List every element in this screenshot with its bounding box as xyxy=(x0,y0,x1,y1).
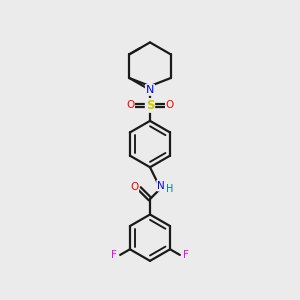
Text: S: S xyxy=(146,99,154,112)
Text: N: N xyxy=(146,85,154,95)
Text: F: F xyxy=(183,250,189,260)
Text: H: H xyxy=(166,184,173,194)
Text: O: O xyxy=(126,100,134,110)
Text: O: O xyxy=(166,100,174,110)
Text: O: O xyxy=(130,182,138,192)
Text: F: F xyxy=(111,250,117,260)
Text: N: N xyxy=(157,181,165,190)
